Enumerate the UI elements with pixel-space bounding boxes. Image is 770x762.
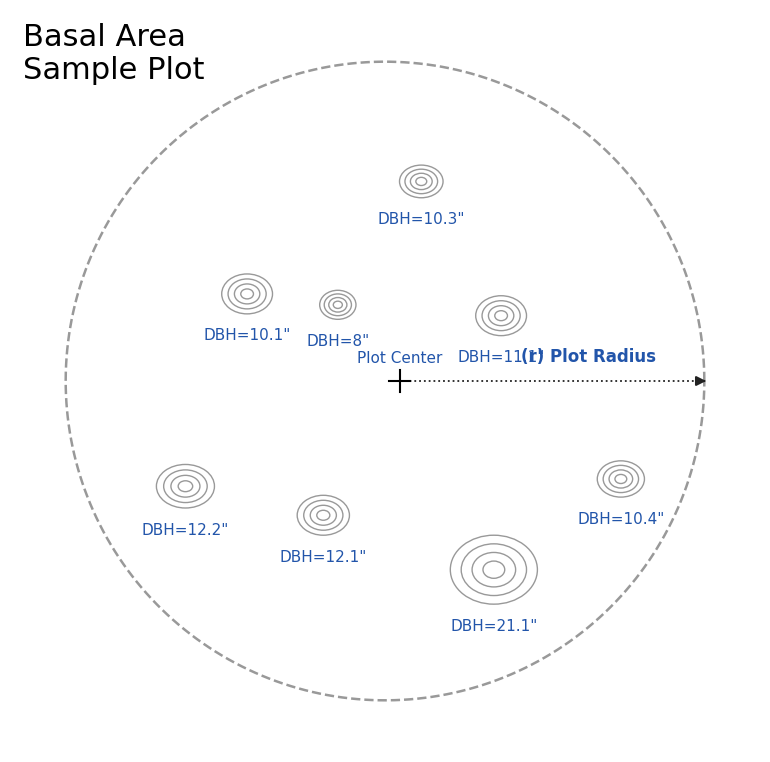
Text: DBH=8": DBH=8" — [306, 334, 370, 349]
Text: Plot Center: Plot Center — [357, 351, 442, 367]
Ellipse shape — [329, 297, 347, 312]
Text: DBH=12.2": DBH=12.2" — [142, 523, 229, 537]
Ellipse shape — [241, 289, 253, 299]
Ellipse shape — [405, 169, 437, 194]
Ellipse shape — [171, 475, 200, 497]
Ellipse shape — [472, 552, 516, 587]
Ellipse shape — [461, 544, 527, 596]
Ellipse shape — [303, 501, 343, 530]
Ellipse shape — [416, 178, 427, 185]
Text: DBH=10.3": DBH=10.3" — [377, 213, 465, 227]
Ellipse shape — [476, 296, 527, 335]
Ellipse shape — [320, 290, 356, 319]
Ellipse shape — [316, 511, 330, 520]
Ellipse shape — [450, 535, 537, 604]
Text: (r) Plot Radius: (r) Plot Radius — [521, 348, 656, 367]
Ellipse shape — [156, 465, 215, 508]
Ellipse shape — [495, 311, 507, 321]
Ellipse shape — [310, 505, 336, 525]
Ellipse shape — [598, 461, 644, 497]
Text: DBH=10.4": DBH=10.4" — [578, 511, 665, 527]
Text: DBH=12.1": DBH=12.1" — [280, 549, 367, 565]
Ellipse shape — [178, 481, 192, 491]
Ellipse shape — [228, 279, 266, 309]
Ellipse shape — [164, 470, 207, 503]
Ellipse shape — [609, 470, 633, 488]
Ellipse shape — [324, 294, 351, 315]
Text: Basal Area
Sample Plot: Basal Area Sample Plot — [23, 23, 205, 85]
Text: DBH=11.1": DBH=11.1" — [457, 351, 545, 365]
Text: DBH=10.1": DBH=10.1" — [203, 328, 291, 344]
Ellipse shape — [400, 165, 443, 198]
Ellipse shape — [297, 495, 350, 535]
Ellipse shape — [615, 475, 627, 484]
Ellipse shape — [482, 301, 521, 331]
Ellipse shape — [603, 466, 638, 492]
Ellipse shape — [222, 274, 273, 314]
Ellipse shape — [234, 284, 259, 304]
Text: DBH=21.1": DBH=21.1" — [450, 619, 537, 634]
Ellipse shape — [483, 561, 505, 578]
Ellipse shape — [333, 301, 343, 309]
Ellipse shape — [488, 306, 514, 325]
Ellipse shape — [410, 173, 432, 190]
